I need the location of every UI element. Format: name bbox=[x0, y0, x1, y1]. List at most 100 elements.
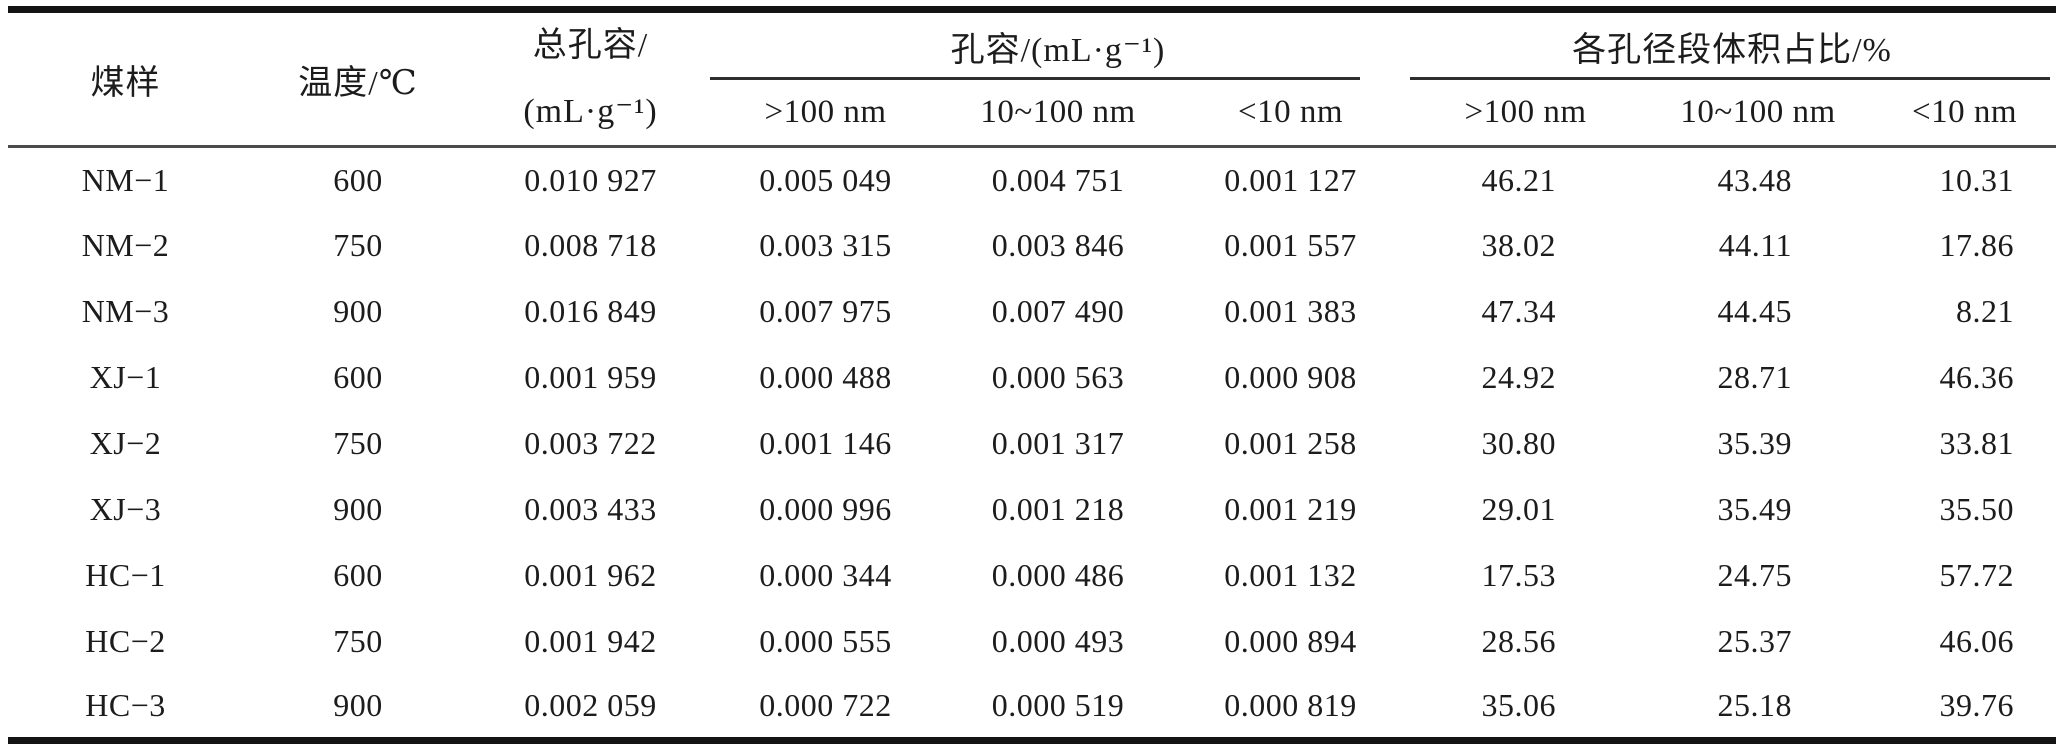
cell-sample: XJ−1 bbox=[89, 359, 162, 395]
cell-total-pore-volume: 0.008 718 bbox=[524, 227, 657, 263]
cell-pv-10-100nm: 0.001 317 bbox=[991, 425, 1125, 461]
col-header-coal-sample: 煤样 bbox=[8, 9, 243, 148]
cell-sample: XJ−3 bbox=[89, 491, 162, 527]
table-row: XJ−3 900 0.003 433 0.000 996 0.001 218 0.001 … bbox=[8, 477, 2056, 543]
cell-total-pore-volume: 0.003 433 bbox=[524, 491, 657, 527]
cell-pv-lt10nm: 0.001 127 bbox=[1224, 161, 1357, 198]
cell-pct-10-100nm: 35.39 bbox=[1717, 425, 1792, 461]
cell-pct-lt10nm: 33.81 bbox=[1939, 425, 2014, 461]
table-row: HC−2 750 0.001 942 0.000 555 0.000 493 0.000 … bbox=[8, 609, 2056, 675]
cell-pv-lt10nm: 0.001 219 bbox=[1224, 491, 1357, 527]
cell-temperature: 600 bbox=[333, 359, 383, 395]
table-row: NM−2 750 0.008 718 0.003 315 0.003 846 0.001 … bbox=[8, 213, 2056, 279]
cell-pct-10-100nm: 28.71 bbox=[1717, 359, 1792, 395]
cell-temperature: 750 bbox=[333, 227, 383, 263]
table-row: NM−1 600 0.010 927 0.005 049 0.004 751 0.001 … bbox=[8, 147, 2056, 213]
table-row: HC−1 600 0.001 962 0.000 344 0.000 486 0.001 … bbox=[8, 543, 2056, 609]
cell-sample: NM−2 bbox=[81, 227, 170, 263]
cell-sample: HC−1 bbox=[85, 557, 166, 593]
cell-pv-lt10nm: 0.000 908 bbox=[1224, 359, 1357, 395]
cell-sample: NM−1 bbox=[81, 161, 170, 198]
cell-pct-lt10nm: 46.36 bbox=[1939, 359, 2014, 395]
cell-pct-gt100nm: 38.02 bbox=[1481, 227, 1556, 263]
cell-total-pore-volume: 0.003 722 bbox=[524, 425, 657, 461]
cell-pv-gt100nm: 0.000 555 bbox=[759, 623, 892, 659]
cell-pv-lt10nm: 0.001 383 bbox=[1224, 293, 1357, 329]
cell-pct-10-100nm: 44.11 bbox=[1718, 227, 1792, 263]
pore-structure-table: 煤样 温度/℃ 总孔容/ (mL·g⁻¹) 孔容/(mL·g⁻¹) 各孔径段体积… bbox=[8, 6, 2056, 744]
subcol-header-pct-10-100nm: 10~100 nm bbox=[1643, 80, 1873, 149]
cell-temperature: 750 bbox=[333, 623, 383, 659]
cell-pct-lt10nm: 8.21 bbox=[1956, 293, 2014, 329]
cell-pv-lt10nm: 0.001 557 bbox=[1224, 227, 1357, 263]
cell-pct-gt100nm: 28.56 bbox=[1481, 623, 1556, 659]
cell-temperature: 750 bbox=[333, 425, 383, 461]
table-row: XJ−1 600 0.001 959 0.000 488 0.000 563 0.000 … bbox=[8, 345, 2056, 411]
cell-pct-lt10nm: 10.31 bbox=[1939, 161, 2014, 198]
cell-pv-10-100nm: 0.000 563 bbox=[991, 359, 1125, 395]
cell-pv-10-100nm: 0.000 493 bbox=[991, 623, 1125, 659]
cell-pct-gt100nm: 30.80 bbox=[1481, 425, 1556, 461]
cell-pv-10-100nm: 0.007 490 bbox=[991, 293, 1125, 329]
table-row: HC−3 900 0.002 059 0.000 722 0.000 519 0.000 … bbox=[8, 675, 2056, 741]
cell-pct-10-100nm: 35.49 bbox=[1717, 491, 1792, 527]
cell-pct-gt100nm: 17.53 bbox=[1481, 557, 1556, 593]
cell-pv-gt100nm: 0.003 315 bbox=[759, 227, 892, 263]
cell-pv-gt100nm: 0.000 344 bbox=[759, 557, 892, 593]
cell-pv-lt10nm: 0.000 894 bbox=[1224, 623, 1357, 659]
cell-temperature: 900 bbox=[333, 687, 383, 724]
subcol-header-pv-lt10nm: <10 nm bbox=[1173, 80, 1408, 149]
cell-temperature: 600 bbox=[333, 557, 383, 593]
subcol-header-pv-gt100nm: >100 nm bbox=[708, 80, 943, 149]
cell-pct-lt10nm: 46.06 bbox=[1939, 623, 2014, 659]
group-header-pore-volume: 孔容/(mL·g⁻¹) bbox=[708, 10, 1408, 81]
cell-pct-lt10nm: 35.50 bbox=[1939, 491, 2014, 527]
cell-pct-lt10nm: 17.86 bbox=[1939, 227, 2014, 263]
cell-pv-10-100nm: 0.000 486 bbox=[991, 557, 1125, 593]
cell-pv-gt100nm: 0.000 722 bbox=[759, 687, 892, 724]
subcol-header-pct-lt10nm: <10 nm bbox=[1873, 80, 2056, 149]
cell-temperature: 900 bbox=[333, 293, 383, 329]
header-row-subcolumns: >100 nm 10~100 nm <10 nm >100 nm 10~100 … bbox=[8, 80, 2056, 149]
cell-sample: HC−3 bbox=[85, 687, 166, 724]
table-body: NM−1 600 0.010 927 0.005 049 0.004 751 0.001 … bbox=[8, 147, 2056, 741]
cell-pv-10-100nm: 0.001 218 bbox=[991, 491, 1125, 527]
cell-pct-gt100nm: 29.01 bbox=[1481, 491, 1556, 527]
cell-total-pore-volume: 0.002 059 bbox=[524, 687, 657, 724]
group-header-volume-fraction: 各孔径段体积占比/% bbox=[1408, 10, 2056, 81]
subcol-header-pv-10-100nm: 10~100 nm bbox=[943, 80, 1173, 149]
cell-pct-lt10nm: 39.76 bbox=[1939, 687, 2014, 724]
cell-pct-gt100nm: 46.21 bbox=[1481, 161, 1556, 198]
cell-total-pore-volume: 0.001 959 bbox=[524, 359, 657, 395]
header-row-groups: 煤样 温度/℃ 总孔容/ (mL·g⁻¹) 孔容/(mL·g⁻¹) 各孔径段体积… bbox=[8, 9, 2056, 148]
table-header: 煤样 温度/℃ 总孔容/ (mL·g⁻¹) 孔容/(mL·g⁻¹) 各孔径段体积… bbox=[8, 9, 2056, 149]
cell-pv-10-100nm: 0.000 519 bbox=[991, 687, 1125, 724]
cell-pct-10-100nm: 44.45 bbox=[1717, 293, 1792, 329]
cell-pct-10-100nm: 25.18 bbox=[1717, 687, 1792, 724]
cell-total-pore-volume: 0.001 942 bbox=[524, 623, 657, 659]
total-pore-volume-label-line2: (mL·g⁻¹) bbox=[523, 93, 658, 130]
cell-pv-lt10nm: 0.001 258 bbox=[1224, 425, 1357, 461]
cell-temperature: 900 bbox=[333, 491, 383, 527]
cell-pct-gt100nm: 24.92 bbox=[1481, 359, 1556, 395]
cell-pct-lt10nm: 57.72 bbox=[1939, 557, 2014, 593]
cell-pct-10-100nm: 43.48 bbox=[1717, 161, 1792, 198]
cell-pct-10-100nm: 25.37 bbox=[1717, 623, 1792, 659]
table-row: XJ−2 750 0.003 722 0.001 146 0.001 317 0.001 … bbox=[8, 411, 2056, 477]
cell-pct-gt100nm: 35.06 bbox=[1481, 687, 1556, 724]
cell-pv-gt100nm: 0.000 488 bbox=[759, 359, 892, 395]
cell-sample: HC−2 bbox=[85, 623, 166, 659]
cell-pv-10-100nm: 0.003 846 bbox=[991, 227, 1125, 263]
cell-total-pore-volume: 0.001 962 bbox=[524, 557, 657, 593]
cell-sample: NM−3 bbox=[81, 293, 170, 329]
cell-pv-gt100nm: 0.001 146 bbox=[759, 425, 892, 461]
cell-total-pore-volume: 0.016 849 bbox=[524, 293, 657, 329]
cell-pv-10-100nm: 0.004 751 bbox=[991, 161, 1125, 198]
cell-pv-lt10nm: 0.000 819 bbox=[1224, 687, 1357, 724]
cell-total-pore-volume: 0.010 927 bbox=[524, 161, 657, 198]
cell-pv-gt100nm: 0.007 975 bbox=[759, 293, 892, 329]
cell-pct-10-100nm: 24.75 bbox=[1717, 557, 1792, 593]
cell-temperature: 600 bbox=[333, 161, 383, 198]
cell-pv-gt100nm: 0.005 049 bbox=[759, 161, 892, 198]
